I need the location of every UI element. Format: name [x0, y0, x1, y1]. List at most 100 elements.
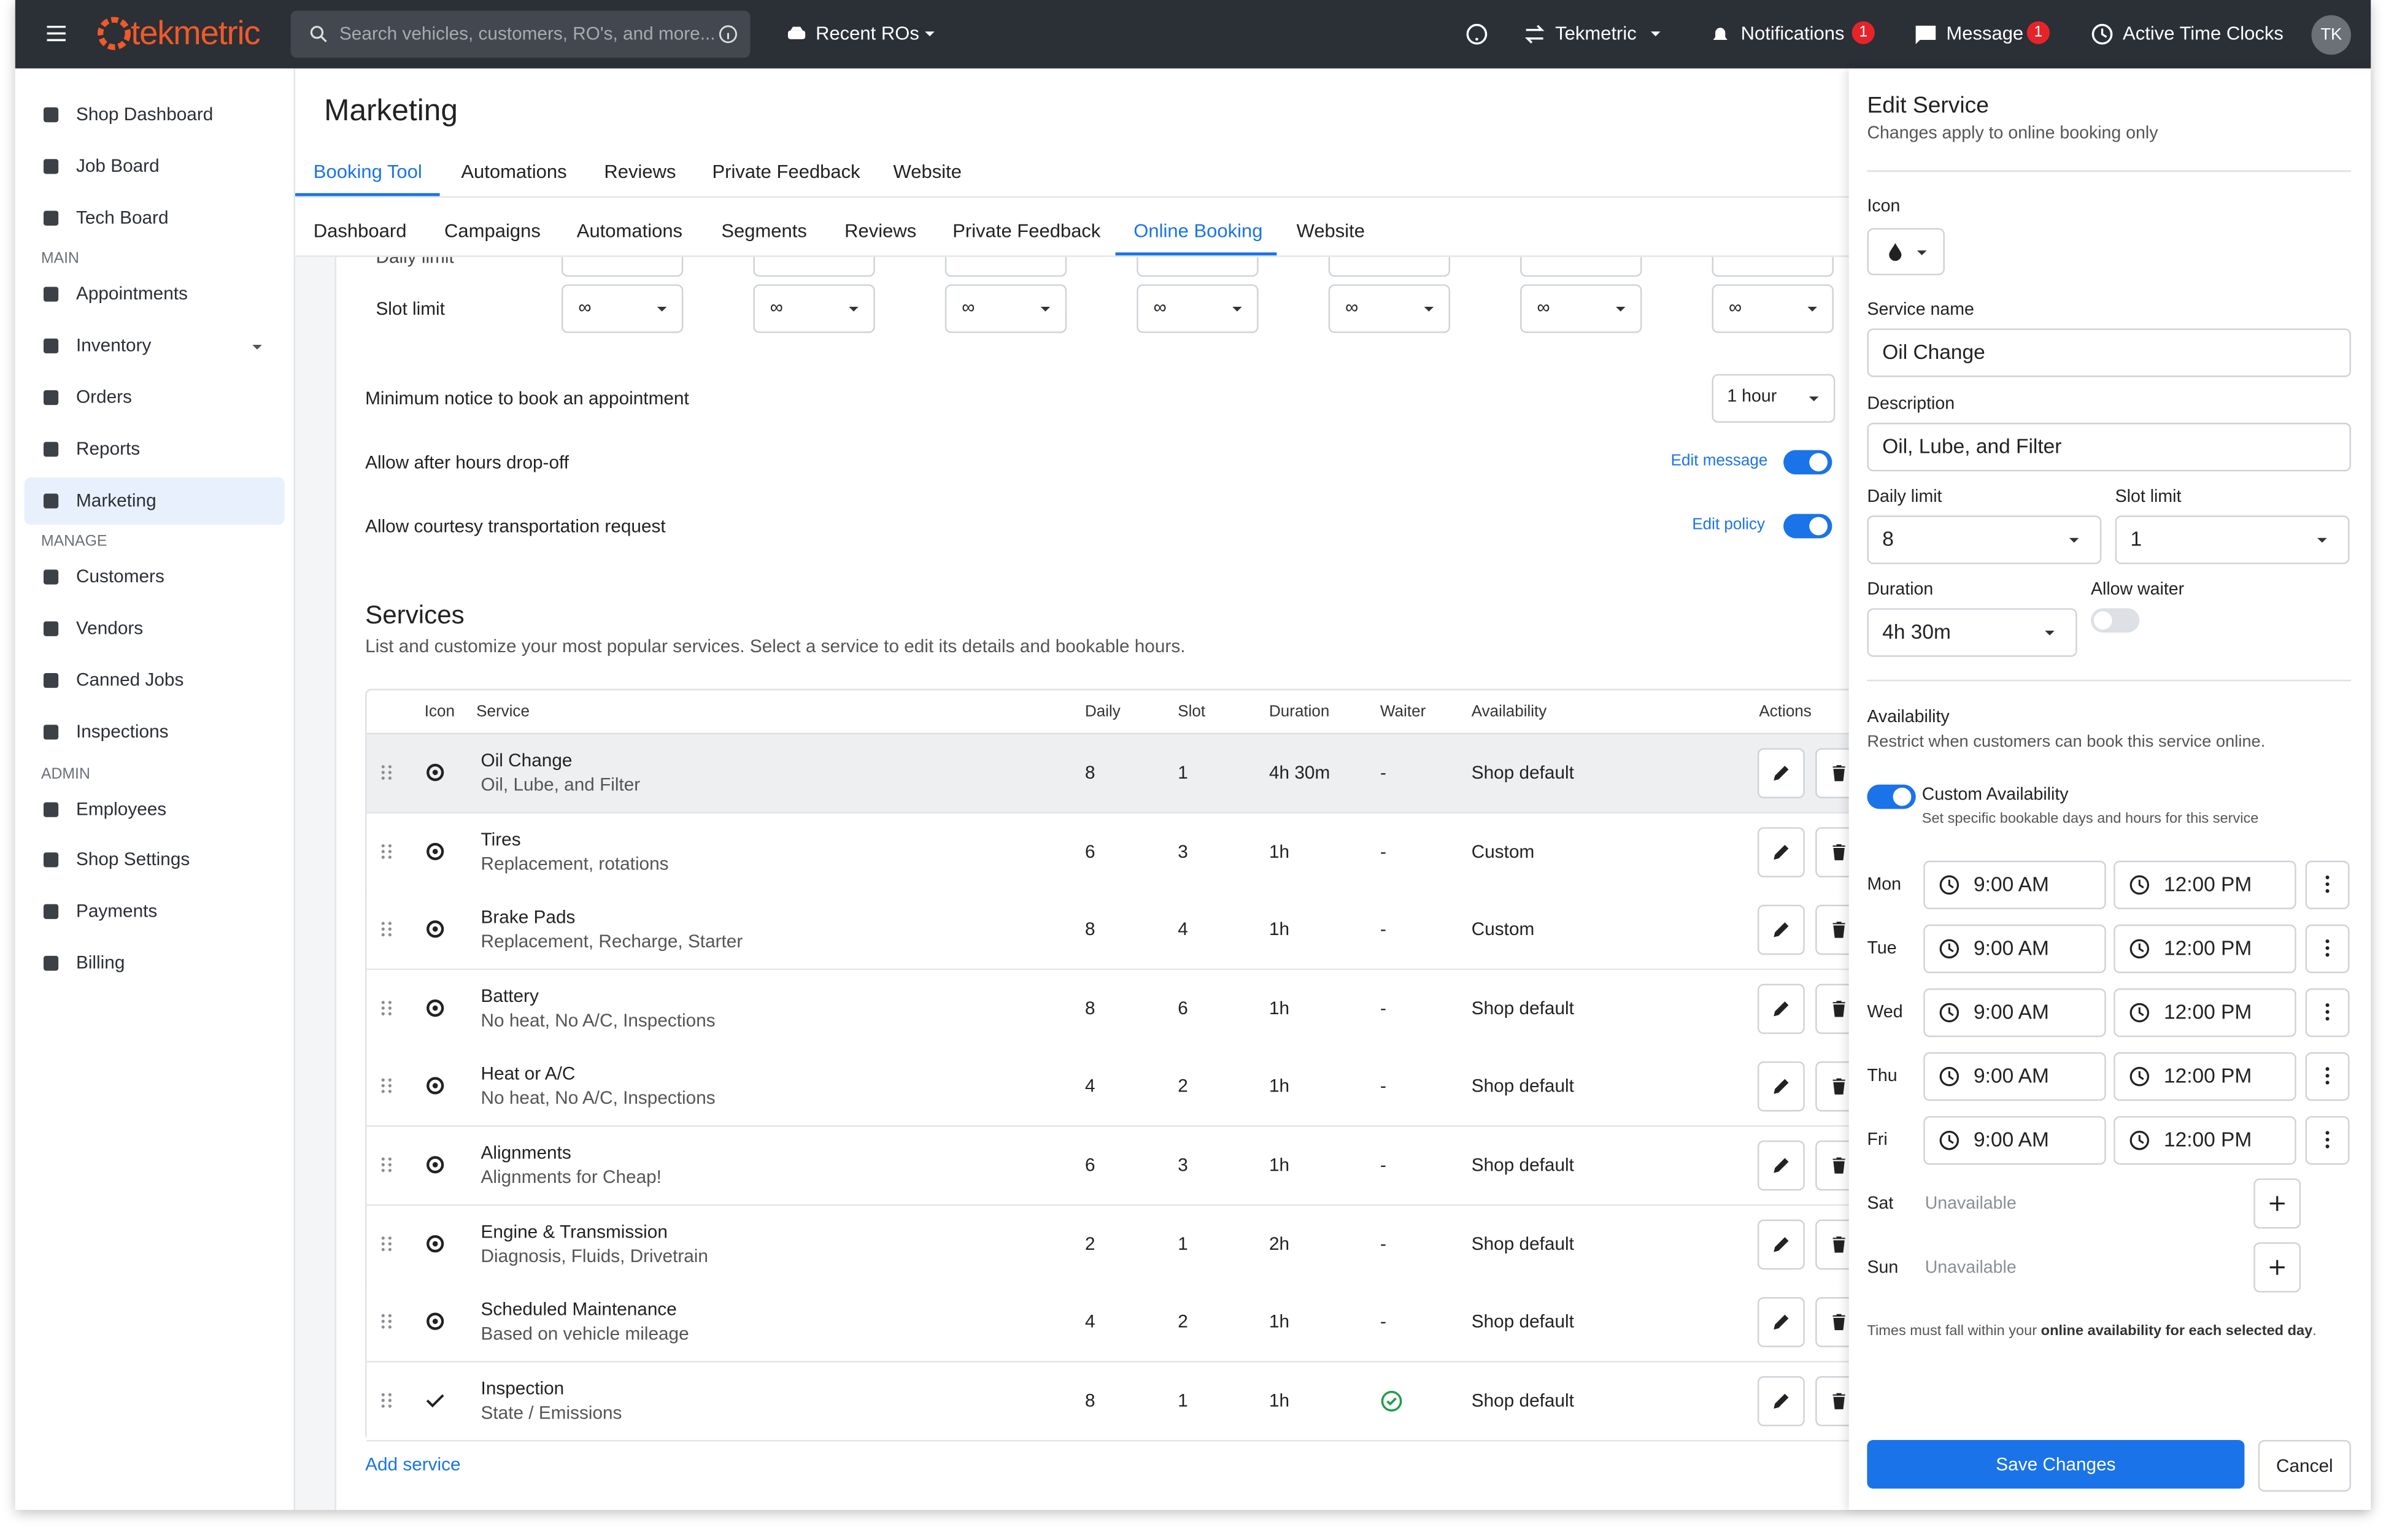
delete-button[interactable] — [1815, 905, 1849, 955]
recent-ros[interactable]: Recent ROs — [816, 23, 919, 44]
more-button[interactable] — [2305, 988, 2350, 1038]
service-row[interactable]: Oil Change Oil, Lube, and Filter 8 1 4h 30m -… — [366, 734, 1849, 814]
add-hours-button[interactable] — [2253, 1242, 2301, 1293]
input[interactable]: 4h 30m — [1867, 608, 2077, 657]
more-button[interactable] — [2305, 1116, 2350, 1165]
tab[interactable]: Website — [893, 161, 962, 183]
delete-button[interactable] — [1815, 826, 1849, 877]
edit-button[interactable] — [1757, 1297, 1805, 1348]
slot-select[interactable]: ∞ — [1712, 284, 1834, 333]
active-time-clocks[interactable]: Active Time Clocks — [2123, 23, 2284, 44]
more-button[interactable] — [2305, 924, 2350, 974]
sidebar-item[interactable]: Shop Settings — [25, 837, 285, 884]
time-input[interactable]: 9:00 AM — [1923, 860, 2106, 910]
sidebar-item[interactable]: Appointments — [25, 271, 285, 318]
slot-select[interactable]: ∞ — [944, 284, 1067, 333]
edit-button[interactable] — [1757, 905, 1805, 955]
sidebar-item[interactable]: Orders — [25, 374, 285, 422]
notifications[interactable]: Notifications — [1740, 23, 1845, 44]
toggle[interactable] — [2090, 608, 2140, 633]
input[interactable]: 8 — [1867, 515, 2102, 564]
time-input[interactable]: 12:00 PM — [2114, 1052, 2296, 1101]
subtab[interactable]: Automations — [576, 220, 683, 242]
time-input[interactable]: 9:00 AM — [1923, 924, 2106, 974]
slot-select[interactable]: ∞ — [1137, 284, 1259, 333]
sidebar-item[interactable]: Marketing — [24, 477, 285, 525]
edit-button[interactable] — [1757, 1140, 1805, 1191]
sidebar-item[interactable]: Tech Board — [25, 194, 285, 241]
delete-button[interactable] — [1815, 983, 1849, 1034]
edit-button[interactable] — [1757, 1376, 1805, 1426]
tab[interactable]: Automations — [461, 161, 567, 183]
min-notice-select[interactable]: 1 hour — [1712, 374, 1836, 423]
edit-button[interactable] — [1757, 1219, 1805, 1269]
slot-select[interactable]: ∞ — [561, 284, 684, 333]
edit-button[interactable] — [1757, 983, 1805, 1034]
input[interactable]: 1 — [2115, 515, 2350, 564]
slot-select[interactable]: ∞ — [753, 284, 875, 333]
service-row[interactable]: Engine & Transmission Diagnosis, Fluids, … — [366, 1205, 1849, 1285]
cancel-button[interactable]: Cancel — [2258, 1439, 2351, 1492]
time-input[interactable]: 9:00 AM — [1923, 1116, 2106, 1165]
delete-button[interactable] — [1815, 1219, 1849, 1269]
sidebar-item[interactable]: Job Board — [25, 142, 285, 190]
sidebar-item[interactable]: Reports — [25, 425, 285, 472]
sidebar-item[interactable]: Canned Jobs — [25, 657, 285, 704]
delete-button[interactable] — [1815, 1140, 1849, 1191]
delete-button[interactable] — [1815, 748, 1849, 799]
subtab[interactable]: Campaigns — [444, 220, 541, 242]
after-hours-link[interactable]: Edit message — [1670, 452, 1768, 470]
slot-select[interactable]: ∞ — [1328, 284, 1451, 333]
edit-button[interactable] — [1757, 826, 1805, 877]
tab[interactable]: Reviews — [604, 161, 676, 183]
edit-button[interactable] — [1757, 1061, 1805, 1112]
time-input[interactable]: 9:00 AM — [1923, 988, 2106, 1038]
service-row[interactable]: Inspection State / Emissions 8 1 1h Shop defa… — [366, 1362, 1849, 1441]
delete-button[interactable] — [1815, 1297, 1849, 1348]
time-input[interactable]: 12:00 PM — [2114, 988, 2296, 1038]
subtab[interactable]: Dashboard — [313, 220, 407, 242]
search[interactable]: Search vehicles, customers, RO's, and mo… — [290, 10, 751, 58]
time-input[interactable]: 12:00 PM — [2114, 1116, 2296, 1165]
toggle[interactable] — [1783, 450, 1832, 475]
time-input[interactable]: 9:00 AM — [1923, 1052, 2106, 1101]
service-row[interactable]: Brake Pads Replacement, Recharge, Starter… — [366, 891, 1849, 971]
add-hours-button[interactable] — [2253, 1178, 2301, 1229]
tab[interactable]: Booking Tool — [313, 161, 422, 183]
sidebar-item[interactable]: Customers — [25, 554, 285, 601]
subtab[interactable]: Reviews — [844, 220, 917, 242]
avatar[interactable]: TK — [2311, 15, 2351, 55]
more-button[interactable] — [2305, 1052, 2350, 1101]
sidebar-item[interactable]: Billing — [25, 940, 285, 987]
subtab[interactable]: Online Booking — [1133, 220, 1263, 242]
sidebar-item[interactable]: Shop Dashboard — [25, 91, 285, 139]
subtab[interactable]: Private Feedback — [952, 220, 1101, 242]
edit-button[interactable] — [1757, 748, 1805, 799]
sidebar-item[interactable]: Inventory — [25, 323, 285, 370]
sidebar-item[interactable]: Payments — [25, 888, 285, 936]
save-button[interactable]: Save Changes — [1867, 1439, 2245, 1489]
service-row[interactable]: Heat or A/C No heat, No A/C, Inspections 4… — [366, 1048, 1849, 1128]
subtab[interactable]: Segments — [721, 220, 807, 242]
message[interactable]: Message — [1946, 23, 2024, 44]
sidebar-item[interactable]: Vendors — [25, 606, 285, 653]
shop-switch[interactable]: Tekmetric — [1555, 23, 1637, 44]
input[interactable]: Oil Change — [1867, 328, 2351, 377]
sidebar-item[interactable]: Employees — [25, 785, 285, 833]
tab[interactable]: Private Feedback — [712, 161, 860, 183]
sidebar-item[interactable]: Inspections — [25, 708, 285, 755]
toggle[interactable] — [1783, 514, 1832, 539]
input[interactable]: Oil, Lube, and Filter — [1867, 422, 2351, 472]
courtesy-link[interactable]: Edit policy — [1692, 515, 1765, 534]
add-service[interactable]: Add service — [365, 1453, 461, 1475]
time-input[interactable]: 12:00 PM — [2114, 860, 2296, 910]
slot-select[interactable]: ∞ — [1520, 284, 1642, 333]
toggle[interactable] — [1867, 784, 1916, 809]
subtab[interactable]: Website — [1296, 220, 1365, 242]
service-row[interactable]: Battery No heat, No A/C, Inspections 8 6 1h -… — [366, 969, 1849, 1049]
time-input[interactable]: 12:00 PM — [2114, 924, 2296, 974]
delete-button[interactable] — [1815, 1061, 1849, 1112]
service-row[interactable]: Scheduled Maintenance Based on vehicle mi… — [366, 1284, 1849, 1363]
icon-select[interactable] — [1867, 228, 1945, 275]
service-row[interactable]: Tires Replacement, rotations 6 3 1h - Custom — [366, 812, 1849, 892]
